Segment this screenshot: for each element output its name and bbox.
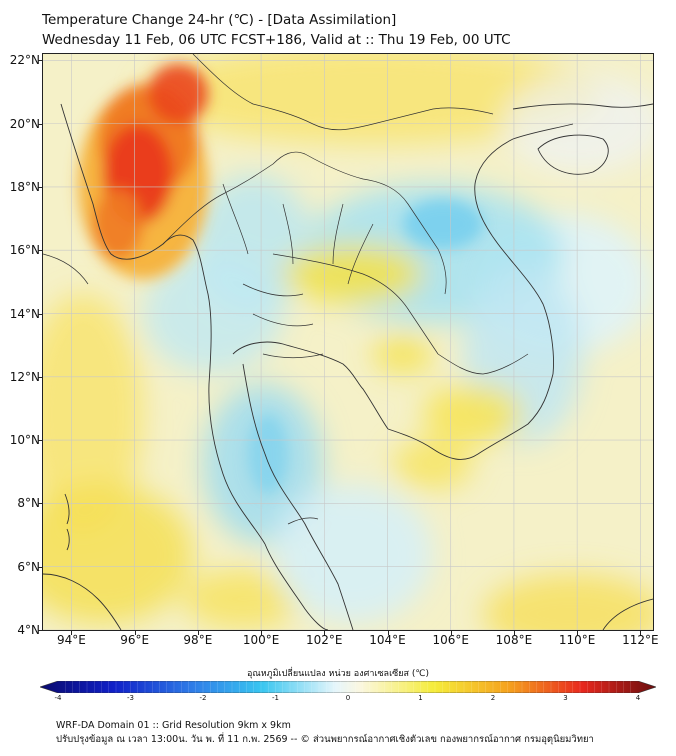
country-borders <box>43 54 529 525</box>
lat-tick-mark <box>38 60 42 62</box>
lon-tick-label: 110°E <box>558 633 596 647</box>
lat-tick-label: 10°N <box>9 433 40 448</box>
lat-tick-label: 12°N <box>9 369 40 384</box>
lon-tick-mark <box>134 631 136 635</box>
lon-tick-mark <box>261 631 263 635</box>
lon-tick-mark <box>324 631 326 635</box>
footer-model-info: WRF-DA Domain 01 :: Grid Resolution 9km … <box>56 720 291 731</box>
lat-tick-label: 22°N <box>9 53 40 68</box>
map-subtitle: Wednesday 11 Feb, 06 UTC FCST+186, Valid… <box>42 32 511 48</box>
colorbar-tick-label: -4 <box>54 694 62 702</box>
lon-tick-mark <box>640 631 642 635</box>
lat-tick-label: 20°N <box>9 116 40 131</box>
lon-tick-label: 100°E <box>242 633 280 647</box>
lat-tick-label: 16°N <box>9 243 40 258</box>
footer-credit: ปรับปรุงข้อมูล ณ เวลา 13:00น. วัน พ. ที่… <box>56 734 594 745</box>
lat-tick-mark <box>38 250 42 252</box>
lat-tick-mark <box>38 440 42 442</box>
lon-tick-label: 98°E <box>183 633 213 647</box>
lon-tick-label: 96°E <box>120 633 150 647</box>
lon-tick-mark <box>71 631 73 635</box>
map-title: Temperature Change 24-hr (℃) - [Data Ass… <box>42 12 397 28</box>
lat-tick-label: 4°N <box>17 623 40 637</box>
coastlines <box>43 103 653 630</box>
temperature-field-map[interactable] <box>43 54 653 630</box>
lon-tick-label: 94°E <box>57 633 86 647</box>
lon-tick-label: 112°E <box>622 633 659 647</box>
lon-tick-mark <box>450 631 452 635</box>
lat-tick-mark <box>38 186 42 188</box>
lat-tick-mark <box>38 123 42 125</box>
lat-tick-mark <box>38 566 42 568</box>
lat-tick-label: 18°N <box>9 179 40 194</box>
lat-tick-mark <box>38 630 42 631</box>
colorbar-tick-label: 3 <box>563 694 568 702</box>
lat-tick-mark <box>38 313 42 315</box>
lat-tick-mark <box>38 376 42 378</box>
lon-tick-label: 108°E <box>495 633 533 647</box>
lon-tick-mark <box>513 631 515 635</box>
lat-tick-label: 6°N <box>17 559 40 574</box>
lon-tick-label: 106°E <box>432 633 469 647</box>
lat-tick-mark <box>38 503 42 505</box>
gridlines <box>43 54 653 630</box>
footer: WRF-DA Domain 01 :: Grid Resolution 9km … <box>56 719 594 747</box>
colorbar-tick-label: 2 <box>490 694 496 702</box>
lon-tick-label: 102°E <box>306 633 343 647</box>
colorbar-gradient <box>40 681 656 693</box>
lat-tick-label: 14°N <box>9 306 40 321</box>
colorbar-tick-label: -1 <box>272 694 279 702</box>
colorbar-tick-label: -3 <box>127 694 134 702</box>
lat-tick-label: 8°N <box>17 496 40 511</box>
colorbar-tick-label: 1 <box>418 694 423 702</box>
colorbar-title: อุณหภูมิเปลี่ยนแปลง หน่วย องศาเซลเซียส (… <box>246 669 430 679</box>
colorbar-tick-label: 4 <box>635 694 641 702</box>
colorbar-tick-label: -2 <box>199 694 207 702</box>
lon-tick-mark <box>577 631 579 635</box>
colorbar <box>40 681 656 693</box>
colorbar-tick-label: 0 <box>345 694 351 702</box>
lon-tick-mark <box>197 631 199 635</box>
title-block: Temperature Change 24-hr (℃) - [Data Ass… <box>42 10 511 50</box>
map-frame[interactable] <box>42 53 654 631</box>
lon-tick-mark <box>387 631 389 635</box>
temperature-anomaly-field <box>43 54 653 630</box>
lon-tick-label: 104°E <box>369 633 406 647</box>
